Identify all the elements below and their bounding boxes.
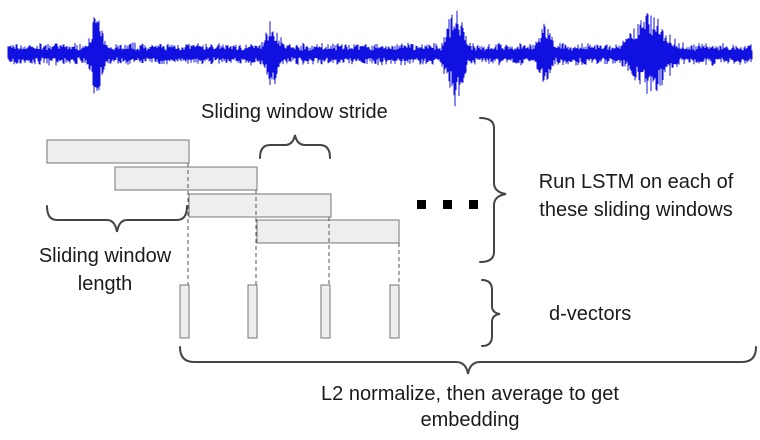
ellipsis-dot-3 (469, 200, 478, 209)
window-length-label-line1: Sliding window (20, 244, 190, 268)
normalize-label: L2 normalize, then average to get embedd… (260, 382, 680, 432)
run-lstm-label: Run LSTM on each of these sliding window… (522, 170, 750, 222)
normalize-label-line2: embedding (260, 408, 680, 432)
stride-label: Sliding window stride (201, 100, 388, 124)
d-vectors-brace (482, 280, 500, 346)
audio-waveform (8, 11, 752, 107)
window-length-label: Sliding window length (20, 244, 190, 296)
run-lstm-label-line1: Run LSTM on each of (522, 170, 750, 194)
sliding-window-4 (257, 220, 399, 243)
normalize-label-line1: L2 normalize, then average to get (260, 382, 680, 406)
d-vector-3 (321, 285, 330, 338)
ellipsis-dot-2 (443, 200, 452, 209)
sliding-window-2 (115, 167, 257, 190)
run-lstm-brace (480, 118, 506, 262)
ellipsis-dot-1 (417, 200, 426, 209)
run-lstm-label-line2: these sliding windows (522, 198, 750, 222)
normalize-brace (180, 347, 756, 374)
stride-brace (260, 135, 330, 158)
window-length-brace (47, 206, 187, 232)
d-vectors-label: d-vectors (549, 302, 631, 326)
sliding-window-1 (47, 140, 189, 163)
window-length-label-line2: length (20, 272, 190, 296)
sliding-window-3 (189, 194, 331, 217)
d-vector-2 (248, 285, 257, 338)
d-vector-4 (390, 285, 399, 338)
